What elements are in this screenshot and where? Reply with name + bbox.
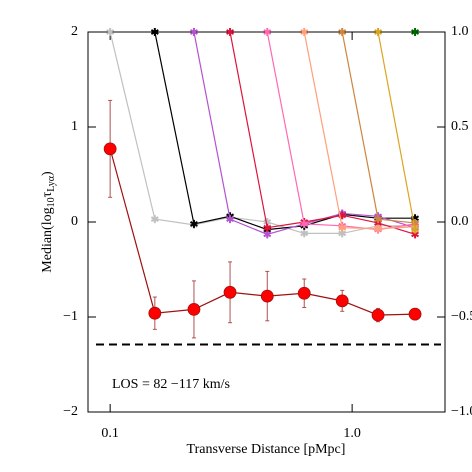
point-marker <box>187 302 201 316</box>
y2-tick-label: 1.0 <box>451 24 469 39</box>
y-tick-label: 0 <box>71 214 78 229</box>
star-marker <box>300 28 309 36</box>
star-marker <box>150 28 159 36</box>
star-marker <box>263 28 272 36</box>
star-marker <box>300 229 309 238</box>
star-marker <box>338 223 347 232</box>
y2-tick-label: −1.0 <box>451 404 472 419</box>
point-marker <box>408 307 422 321</box>
y-tick-label: −2 <box>63 404 78 419</box>
series-line <box>229 31 416 235</box>
star-marker <box>189 219 198 228</box>
y2-tick-label: 0.0 <box>451 214 469 229</box>
y-label-part: ) <box>40 171 55 176</box>
annotation: LOS = 82 −117 km/s <box>112 377 230 392</box>
star-marker <box>300 219 309 228</box>
y-label-part: Median(log <box>40 207 55 272</box>
star-marker <box>374 224 383 233</box>
star-marker <box>226 215 235 224</box>
star-marker <box>338 28 347 36</box>
star-marker <box>150 215 159 224</box>
star-marker <box>374 28 383 36</box>
series-line <box>303 31 416 230</box>
series-line <box>154 31 416 231</box>
star-marker <box>226 28 235 36</box>
x-axis-label: Transverse Distance [pMpc] <box>187 442 346 457</box>
point-marker <box>371 308 385 322</box>
star-marker <box>263 223 272 232</box>
point-marker <box>297 286 311 300</box>
y-label-part: τ <box>40 191 55 197</box>
star-marker <box>374 215 383 224</box>
x-tick-label: 1.0 <box>343 426 361 441</box>
x-tick-label: 0.1 <box>101 426 119 441</box>
point-marker <box>260 289 274 303</box>
y2-tick-label: 0.5 <box>451 119 469 134</box>
point-marker <box>148 306 162 320</box>
y-label-sub: Lyα <box>46 175 57 192</box>
y2-tick-label: −0.5 <box>451 309 472 324</box>
star-marker <box>189 28 198 36</box>
series-line <box>377 31 416 230</box>
y-axis-label: Median(log10τLyα) <box>40 171 57 273</box>
y-tick-label: 2 <box>71 24 78 39</box>
y-tick-label: 1 <box>71 119 78 134</box>
star-marker <box>411 225 420 234</box>
point-marker <box>223 285 237 299</box>
point-marker <box>103 142 117 156</box>
star-marker <box>411 28 420 36</box>
y-tick-label: −1 <box>63 309 78 324</box>
star-marker <box>106 28 115 36</box>
point-marker <box>335 294 349 308</box>
y-label-sub: 10 <box>46 197 57 207</box>
